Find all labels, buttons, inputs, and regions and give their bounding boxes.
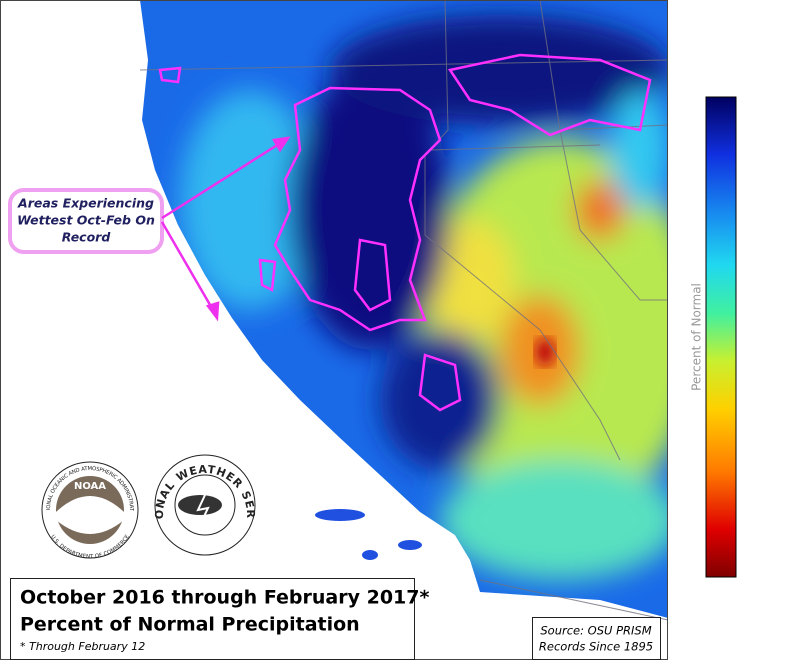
- title-line: Percent of Normal Precipitation: [20, 614, 360, 636]
- annotation-line: Record: [62, 230, 112, 245]
- title-box: October 2016 through February 2017* Perce…: [10, 578, 429, 660]
- annotation-line: Wettest Oct-Feb On: [17, 213, 155, 228]
- source-line: Source: OSU PRISM: [540, 624, 651, 638]
- colorbar-label: Percent of Normal: [690, 283, 704, 391]
- map: [0, 0, 669, 660]
- source-box: Source: OSU PRISM Records Since 1895: [532, 617, 661, 660]
- noaa-label: NOAA: [74, 481, 106, 492]
- source-line: Records Since 1895: [539, 640, 653, 654]
- callout: Areas Experiencing Wettest Oct-Feb On Reco…: [8, 136, 291, 322]
- noaa-ring: NATIONAL OCEANIC AND ATMOSPHERIC ADMINIS…: [0, 0, 135, 512]
- annotation-line: Areas Experiencing: [17, 196, 154, 211]
- title-line: October 2016 through February 2017*: [20, 587, 429, 609]
- footnote: * Through February 12: [20, 640, 145, 653]
- colorbar: Percent of Normal: [690, 96, 737, 578]
